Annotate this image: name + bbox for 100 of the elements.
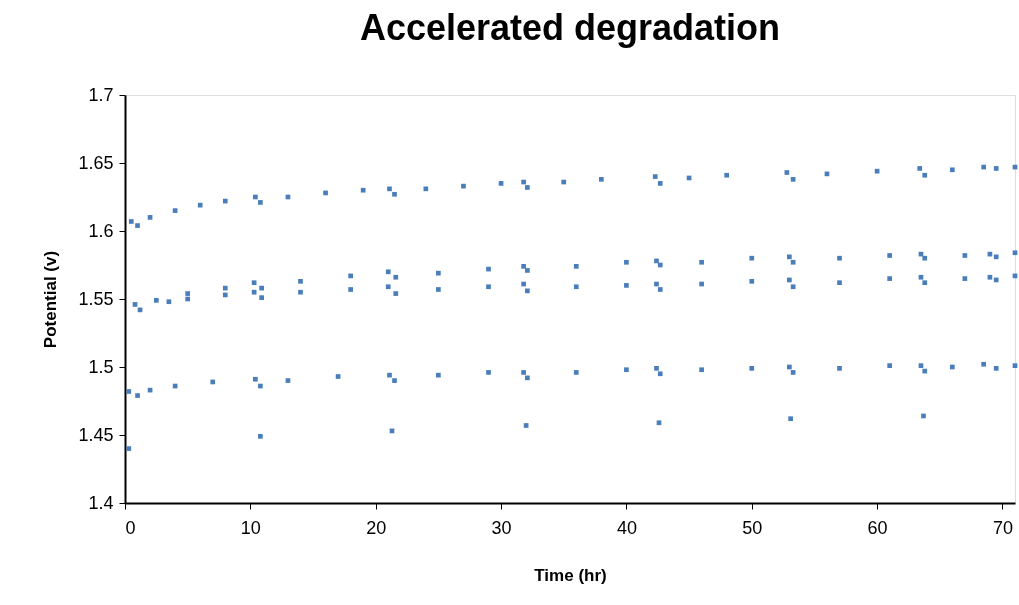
point xyxy=(918,274,924,280)
point xyxy=(523,423,529,428)
point xyxy=(135,393,140,398)
point xyxy=(699,281,704,287)
point xyxy=(837,255,842,261)
point xyxy=(887,363,892,368)
point xyxy=(788,416,793,422)
point xyxy=(392,191,397,197)
point xyxy=(790,176,796,182)
point xyxy=(436,287,441,292)
point xyxy=(749,278,755,284)
point xyxy=(787,364,792,370)
x-tick-label: 60 xyxy=(867,517,888,538)
point xyxy=(874,168,880,174)
point xyxy=(251,289,257,295)
point xyxy=(887,253,892,258)
point xyxy=(949,364,955,370)
point xyxy=(251,280,257,286)
y-tick-label: 1.55 xyxy=(78,288,114,309)
point xyxy=(258,383,263,389)
point xyxy=(126,446,132,451)
point xyxy=(253,376,258,382)
point xyxy=(749,255,755,261)
point xyxy=(573,370,579,375)
point xyxy=(335,374,341,379)
point xyxy=(962,253,968,258)
x-tick-label: 40 xyxy=(616,517,637,538)
point xyxy=(598,176,604,182)
y-tick-label: 1.65 xyxy=(78,152,114,173)
point xyxy=(360,187,366,193)
point xyxy=(656,420,662,426)
point xyxy=(521,264,526,269)
point xyxy=(525,375,530,381)
point xyxy=(393,291,399,296)
point xyxy=(486,370,491,375)
point xyxy=(922,368,928,374)
point xyxy=(787,254,792,260)
point xyxy=(962,276,968,281)
y-tick-label: 1.5 xyxy=(88,356,114,377)
point xyxy=(749,366,755,371)
point xyxy=(259,285,264,291)
point xyxy=(385,284,391,290)
point xyxy=(993,277,999,283)
point xyxy=(657,262,663,268)
point xyxy=(258,200,263,205)
point xyxy=(993,254,999,260)
point xyxy=(392,378,397,383)
point xyxy=(348,287,353,292)
point xyxy=(949,167,955,173)
point xyxy=(573,284,579,290)
point xyxy=(918,363,924,368)
point xyxy=(1012,363,1018,368)
point xyxy=(699,367,704,373)
point xyxy=(837,366,842,371)
point xyxy=(784,170,790,175)
point xyxy=(348,273,353,279)
point xyxy=(126,389,132,394)
point xyxy=(486,266,491,272)
point xyxy=(573,264,579,269)
point xyxy=(654,258,659,264)
point xyxy=(657,371,663,377)
point xyxy=(922,280,928,286)
point xyxy=(197,202,203,208)
point xyxy=(298,278,303,284)
point xyxy=(981,361,987,367)
point xyxy=(128,219,134,224)
x-tick-label: 50 xyxy=(742,517,763,538)
point xyxy=(222,285,228,291)
point xyxy=(624,367,629,373)
point xyxy=(521,281,526,287)
point xyxy=(172,208,178,213)
point xyxy=(654,281,659,287)
point xyxy=(921,413,926,419)
point xyxy=(654,366,659,371)
point xyxy=(298,289,303,295)
point xyxy=(253,194,258,200)
point xyxy=(385,269,391,275)
point xyxy=(624,283,629,288)
x-tick-label: 0 xyxy=(125,517,136,538)
point xyxy=(993,366,999,371)
x-tick-label: 30 xyxy=(491,517,512,538)
x-axis-title: Time (hr) xyxy=(534,565,607,585)
point xyxy=(486,284,491,290)
point xyxy=(724,172,730,178)
point xyxy=(436,270,441,276)
point xyxy=(922,255,928,261)
point xyxy=(837,280,842,286)
point xyxy=(787,277,792,283)
y-tick-label: 1.6 xyxy=(88,220,114,241)
point xyxy=(1012,250,1018,256)
point xyxy=(887,276,892,281)
point xyxy=(525,268,530,273)
point xyxy=(153,298,159,303)
point xyxy=(498,181,504,186)
point xyxy=(185,296,191,302)
point xyxy=(657,287,663,292)
point xyxy=(922,172,928,178)
point xyxy=(652,174,658,179)
point xyxy=(790,284,796,290)
point xyxy=(132,302,138,307)
